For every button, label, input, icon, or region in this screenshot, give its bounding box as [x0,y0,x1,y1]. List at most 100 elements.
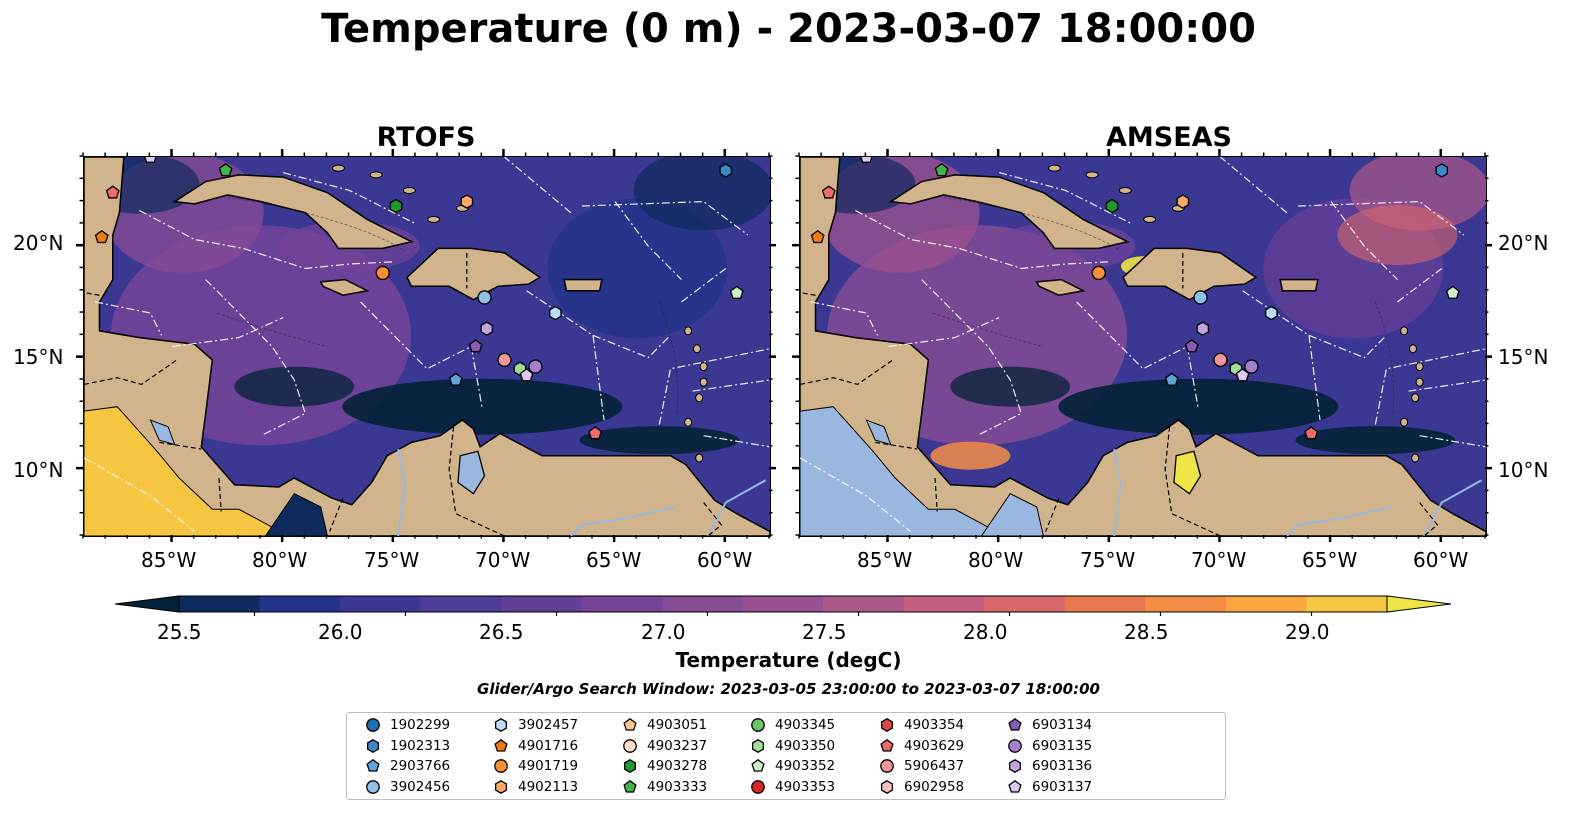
legend-marker [623,717,637,731]
colorbar-segment [742,596,824,612]
colorbar-segment [823,596,905,612]
float-marker-4901719 [375,265,390,281]
float-marker-4903629 [1304,426,1319,440]
legend-label: 4903051 [647,717,708,733]
float-marker-6903137 [519,368,534,382]
legend-marker [494,718,508,732]
legend-label: 3902456 [390,778,451,795]
circle-marker-icon [1008,738,1022,753]
pentagon-marker-icon [1008,717,1022,731]
temperature-map-rtofs [84,157,770,536]
legend-marker [366,718,380,732]
lon-tick-label: 65°W [586,548,642,572]
legend-label: 4903237 [647,737,708,754]
lon-tick-label: 75°W [1080,548,1136,572]
lat-tick-label: 10°N [1498,458,1549,482]
lon-tick-label: 80°W [968,548,1024,572]
legend-label: 4903354 [904,717,965,733]
float-marker-4903629 [821,185,836,199]
float-marker-6903136 [1196,321,1210,336]
colorbar-segment [340,596,422,612]
legend: 1902299 1902313 2903766 3902456 3902457 49017… [346,712,1226,800]
legend-item: 6903135 [1007,738,1092,754]
legend-item: 4903350 [750,738,835,754]
legend-item: 6903136 [1007,758,1092,774]
hexagon-marker-icon [494,718,508,732]
colorbar-extend-high [1386,595,1452,613]
lat-tick-label: 20°N [1498,231,1549,255]
legend-item: 6903137 [1007,779,1092,795]
float-marker-3902457 [1265,305,1278,321]
legend-label: 4901719 [518,758,579,774]
legend-marker [366,779,380,794]
pentagon-marker-icon [494,738,508,752]
axis-ticks [76,149,1492,542]
hexagon-marker-icon [880,779,894,794]
legend-label: 6903136 [1032,758,1093,774]
lat-tick-label: 20°N [13,231,64,255]
float-marker-4902113 [1176,194,1190,209]
legend-marker [1008,779,1022,793]
legend-label: 6903135 [1032,737,1093,754]
colorbar-extend-low [115,595,180,613]
float-marker-4903333 [218,163,233,177]
float-marker-5906437 [1213,352,1228,368]
panel-title-amseas: AMSEAS [1106,122,1232,153]
float-marker-6903135 [528,359,543,374]
search-window-text: Glider/Argo Search Window: 2023-03-05 23… [477,680,1100,698]
legend-label: 3902457 [518,717,579,733]
legend-label: 1902313 [390,737,451,754]
lon-tick-label: 60°W [697,548,753,572]
lon-tick-label: 60°W [1413,548,1469,572]
float-marker-3902456 [477,290,492,305]
float-marker-6903137 [860,157,873,163]
colorbar-segment [984,596,1066,612]
pentagon-marker-icon [366,758,380,772]
legend-item: 5906437 [879,758,964,774]
circle-marker-icon [880,759,894,773]
circle-marker-icon [366,779,380,794]
legend-label: 1902299 [390,717,451,733]
float-marker-4901716 [94,229,109,244]
legend-marker [751,718,765,732]
legend-marker [366,758,380,772]
map-panel-rtofs [83,156,771,537]
legend-item: 4903629 [879,738,964,754]
float-marker-6903137 [1235,368,1250,382]
hexagon-marker-icon [751,738,765,753]
pentagon-marker-icon [623,779,637,793]
legend-item: 3902457 [493,717,578,733]
hexagon-marker-icon [1008,759,1022,773]
lon-tick-label: 75°W [364,548,420,572]
legend-marker [494,759,508,773]
legend-marker [880,779,894,794]
legend-label: 4902113 [518,778,579,795]
pentagon-marker-icon [623,717,637,731]
float-marker-3902457 [549,305,562,321]
legend-label: 4903352 [775,758,836,774]
float-marker-5906437 [497,352,512,368]
legend-label: 4903350 [775,737,836,754]
colorbar [115,595,1452,616]
lon-tick-label: 85°W [857,548,913,572]
pentagon-marker-icon [880,738,894,752]
colorbar-tick-label: 26.0 [318,620,363,644]
legend-item: 4901719 [493,758,578,774]
colorbar-tick-label: 28.0 [963,620,1008,644]
colorbar-segment [1225,596,1307,612]
legend-label: 4903353 [775,778,836,795]
colorbar-segment [420,596,502,612]
colorbar-tick-label: 25.5 [157,620,202,644]
legend-label: 6903137 [1032,778,1093,795]
circle-marker-icon [751,779,765,794]
float-marker-4903352 [1445,285,1460,299]
pentagon-marker-icon [751,758,765,772]
float-marker-4903278 [389,198,403,214]
float-marker-2903766 [1164,372,1179,386]
legend-marker [751,758,765,772]
legend-item: 1902313 [365,738,450,754]
float-marker-6903137 [144,157,157,163]
legend-label: 2903766 [390,758,451,774]
legend-label: 6902958 [904,778,965,795]
float-marker-4901719 [1091,265,1106,281]
